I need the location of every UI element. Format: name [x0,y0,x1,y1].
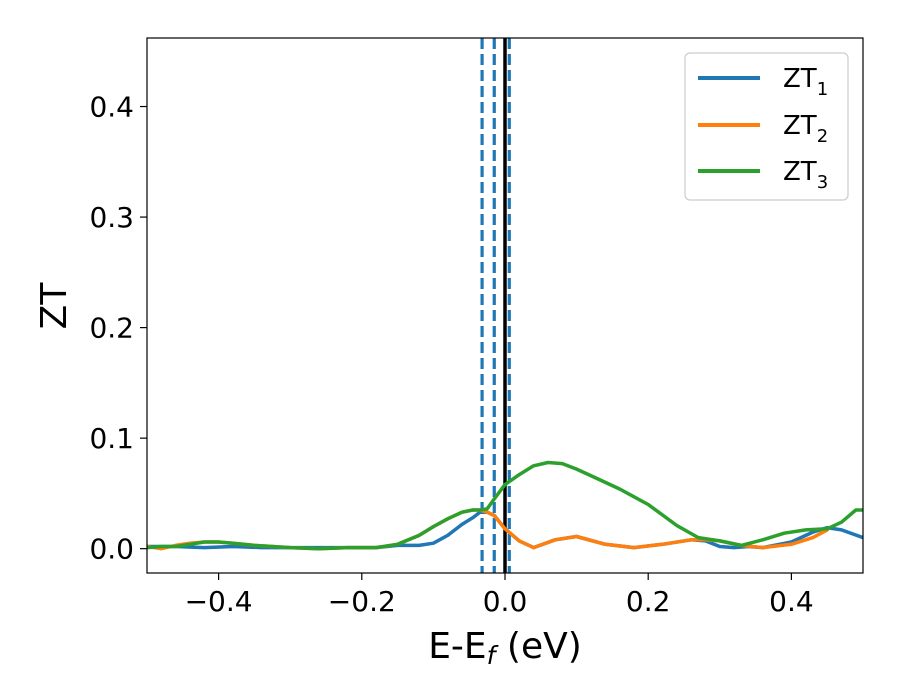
y-tick-label: 0.1 [89,422,134,455]
legend-label-zt1: ZT1 [783,64,828,100]
legend: ZT1 ZT2 ZT3 [684,52,849,201]
x-tick-label: 0.2 [626,585,671,618]
legend-label-zt2: ZT2 [783,111,828,147]
x-tick-label: 0.4 [769,585,814,618]
series-line-zt3 [147,460,863,551]
y-tick-label: 0.4 [89,91,134,124]
y-axis-label: ZT [34,282,75,330]
y-tick-label: 0.3 [89,201,134,234]
y-tick-label: 0.0 [89,533,134,566]
legend-box [684,52,849,201]
x-tick-label: −0.2 [328,585,396,618]
x-tick-label: 0.0 [483,585,528,618]
x-tick-label: −0.4 [185,585,253,618]
y-tick-label: 0.2 [89,312,134,345]
legend-label-zt3: ZT3 [783,157,828,193]
series-lines [147,460,863,551]
x-axis: −0.4 −0.2 0.0 0.2 0.4 [185,573,814,618]
x-axis-label: E-Ef (eV) [428,626,582,670]
y-axis: 0.0 0.1 0.2 0.3 0.4 [89,91,147,566]
